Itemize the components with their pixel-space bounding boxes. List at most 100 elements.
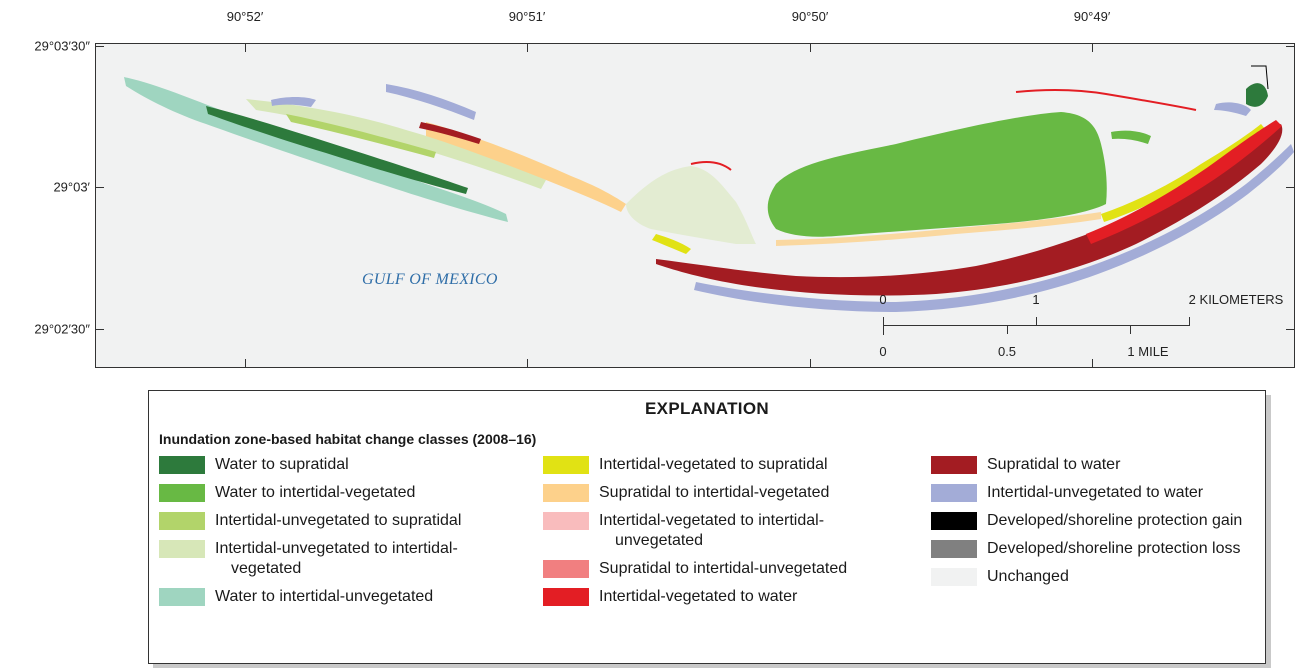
latitude-tick (95, 329, 104, 330)
scale-tick (1130, 325, 1131, 334)
legend-swatch (159, 588, 205, 606)
legend-item: Supratidal to intertidal-unvegetated (543, 559, 883, 579)
legend-item: Developed/shoreline protection gain (931, 511, 1251, 531)
longitude-tick (810, 43, 811, 52)
legend-swatch (543, 484, 589, 502)
legend-item: Intertidal-vegetated to water (543, 587, 883, 607)
habitat-supratidal-to-intertidal-veg (776, 212, 1101, 246)
map-panel (95, 43, 1295, 368)
legend-label: Water to intertidal-unvegetated (215, 588, 434, 605)
legend-swatch (543, 588, 589, 606)
legend-label: Water to supratidal (215, 456, 349, 473)
scale-tick (1007, 325, 1008, 334)
habitat-intertidal-unveg-to-intertidal-veg (246, 99, 546, 189)
latitude-tick (1286, 187, 1295, 188)
habitat-intertidal-unveg-to-intertidal-veg (626, 166, 756, 244)
legend-label: Intertidal-unvegetated to supratidal (215, 512, 462, 529)
scale-mile-label: 0 (879, 344, 887, 359)
legend-column: Supratidal to water Intertidal-unvegetat… (931, 455, 1251, 595)
longitude-tick (1092, 43, 1093, 52)
legend-item: Water to intertidal-vegetated (159, 483, 519, 503)
scale-mile-label: 1 MILE (1127, 344, 1169, 359)
legend-subtitle: Inundation zone-based habitat change cla… (159, 431, 537, 447)
longitude-tick (810, 359, 811, 368)
scale-km-label: 2 KILOMETERS (1188, 292, 1284, 307)
latitude-label: 29°03′ (53, 179, 90, 195)
island-map (124, 65, 1294, 312)
habitat-intertidal-unveg-to-water (1214, 102, 1251, 116)
longitude-tick (527, 43, 528, 52)
habitat-water-to-supratidal (1246, 83, 1268, 107)
legend-swatch (543, 512, 589, 530)
legend-item: Supratidal to water (931, 455, 1251, 475)
legend-item: Water to intertidal-unvegetated (159, 587, 519, 607)
latitude-tick (95, 46, 104, 47)
legend-swatch (931, 456, 977, 474)
habitat-intertidal-unveg-to-water (386, 84, 476, 120)
habitat-water-to-intertidal-vegetated (767, 112, 1107, 237)
legend-item: Supratidal to intertidal-vegetated (543, 483, 883, 503)
habitat-developed-shoreline-gain (1251, 65, 1269, 90)
legend-title: EXPLANATION (645, 399, 769, 418)
legend-label: Intertidal-unvegetated to intertidal-veg… (215, 540, 458, 577)
habitat-intertidal-veg-to-supratidal (652, 234, 691, 254)
longitude-label: 90°51′ (508, 9, 546, 24)
legend-label: Water to intertidal-vegetated (215, 484, 416, 501)
legend-swatch (159, 540, 205, 558)
legend-item: Intertidal-vegetated to intertidal-unveg… (543, 511, 883, 551)
legend-panel: EXPLANATION Inundation zone-based habita… (148, 390, 1266, 664)
longitude-tick (1092, 359, 1093, 368)
habitat-intertidal-veg-to-water (1015, 88, 1197, 111)
legend-swatch (931, 540, 977, 558)
habitat-water-to-supratidal (206, 106, 468, 194)
legend-swatch (543, 456, 589, 474)
legend-label: Intertidal-unvegetated to water (987, 484, 1204, 501)
longitude-label: 90°50′ (791, 9, 829, 24)
longitude-tick (527, 359, 528, 368)
legend-item: Developed/shoreline protection loss (931, 539, 1251, 559)
longitude-label: 90°49′ (1073, 9, 1111, 24)
legend-item: Intertidal-unvegetated to water (931, 483, 1251, 503)
scale-tick (1036, 317, 1037, 326)
legend-label: Intertidal-vegetated to supratidal (599, 456, 828, 473)
legend-item: Water to supratidal (159, 455, 519, 475)
legend-item: Intertidal-unvegetated to supratidal (159, 511, 519, 531)
latitude-tick (95, 187, 104, 188)
legend-label: Developed/shoreline protection gain (987, 512, 1243, 529)
habitat-intertidal-unveg-to-supratidal (286, 114, 436, 158)
legend-column: Intertidal-vegetated to supratidal Supra… (543, 455, 883, 615)
habitat-water-to-intertidal-vegetated (1111, 130, 1151, 144)
longitude-label: 90°52′ (226, 9, 264, 24)
legend-label: Intertidal-vegetated to water (599, 588, 798, 605)
latitude-tick (1286, 46, 1295, 47)
habitat-intertidal-veg-to-water (1086, 120, 1282, 244)
water-body-label: GULF OF MEXICO (362, 271, 498, 288)
habitat-intertidal-unveg-to-water (271, 97, 316, 107)
latitude-label: 29°02′30″ (34, 321, 90, 337)
scale-tick (883, 317, 884, 335)
legend-label: Developed/shoreline protection loss (987, 540, 1241, 557)
legend-label: Supratidal to intertidal-vegetated (599, 484, 830, 501)
habitat-intertidal-unveg-to-water (694, 144, 1294, 312)
legend-label: Unchanged (987, 568, 1069, 585)
habitat-supratidal-to-water (419, 122, 481, 144)
legend-column: Water to supratidal Water to intertidal-… (159, 455, 519, 615)
legend-swatch (159, 484, 205, 502)
habitat-supratidal-to-intertidal-veg (426, 122, 626, 212)
legend-label: Supratidal to water (987, 456, 1121, 473)
scale-km-label: 0 (879, 292, 887, 307)
legend-item: Unchanged (931, 567, 1251, 587)
longitude-tick (245, 359, 246, 368)
legend-swatch (159, 456, 205, 474)
habitat-intertidal-veg-to-supratidal (1101, 124, 1266, 222)
latitude-label: 29°03′30″ (34, 38, 90, 54)
legend-item: Intertidal-unvegetated to intertidal-veg… (159, 539, 519, 579)
legend-swatch (931, 568, 977, 586)
legend-label: Supratidal to intertidal-unvegetated (599, 560, 848, 577)
legend-label: Intertidal-vegetated to intertidal-unveg… (599, 512, 825, 549)
legend-swatch (543, 560, 589, 578)
scale-tick (1189, 317, 1190, 326)
legend-item: Intertidal-vegetated to supratidal (543, 455, 883, 475)
latitude-tick (1286, 329, 1295, 330)
scale-km-label: 1 (1032, 292, 1040, 307)
